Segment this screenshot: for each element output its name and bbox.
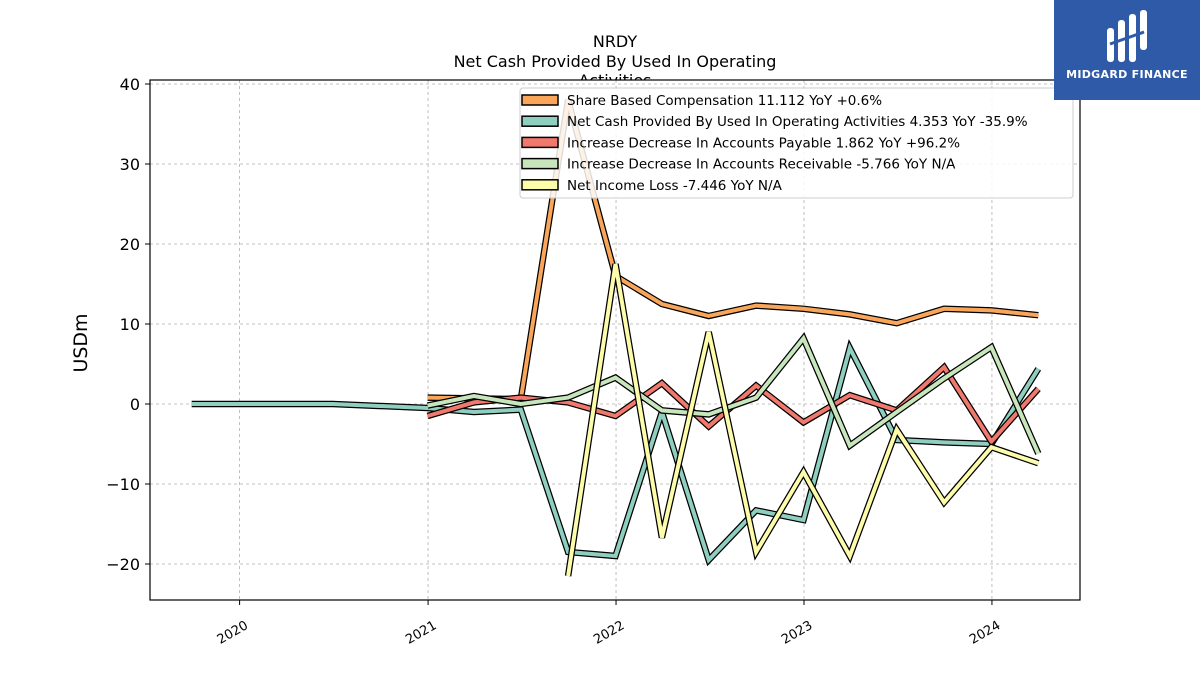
chart-title: NRDY [592, 32, 638, 51]
plot-frame [149, 79, 1081, 601]
x-tick-label: 2020 [215, 618, 251, 648]
legend-swatch [521, 115, 559, 127]
legend-label: Net Income Loss -7.446 YoY N/A [567, 178, 783, 194]
series-line [427, 99, 1039, 402]
series-layer [191, 99, 1042, 577]
legend-swatch [521, 179, 559, 191]
y-tick-label: 20 [120, 235, 140, 254]
y-tick-label: 30 [120, 155, 140, 174]
brand-name: MIDGARD FINANCE [1066, 68, 1188, 81]
series-group [564, 263, 1040, 577]
legend-label: Net Cash Provided By Used In Operating A… [567, 114, 1028, 130]
y-axis-label: USDm [70, 313, 92, 372]
legend-label: Share Based Compensation 11.112 YoY +0.6… [567, 93, 882, 109]
series-group [426, 332, 1042, 455]
x-tick-label: 2023 [779, 618, 815, 648]
midgard-logo-icon [1107, 10, 1147, 62]
series-group [427, 99, 1039, 403]
legend-swatch [521, 157, 559, 170]
grid-layer [150, 80, 1080, 600]
series-line [427, 334, 1041, 455]
y-tick-label: −20 [106, 555, 140, 574]
y-tick-label: 10 [120, 315, 140, 334]
y-tick-label: 0 [130, 395, 140, 414]
legend-box [519, 87, 1074, 199]
y-tick-label: −10 [106, 475, 140, 494]
legend-swatch [521, 136, 559, 149]
x-tick-label: 2022 [591, 618, 627, 648]
legend-label: Increase Decrease In Accounts Payable 1.… [567, 135, 960, 151]
brand-logo: MIDGARD FINANCE [1054, 0, 1200, 100]
series-line [566, 263, 1039, 577]
legend-swatch [521, 94, 559, 106]
x-tick-label: 2021 [403, 618, 439, 648]
legend: Share Based Compensation 11.112 YoY +0.6… [519, 87, 1074, 199]
y-tick-label: 40 [120, 75, 140, 94]
legend-label: Increase Decrease In Accounts Receivable… [567, 157, 956, 173]
x-tick-label: 2024 [967, 618, 1003, 648]
